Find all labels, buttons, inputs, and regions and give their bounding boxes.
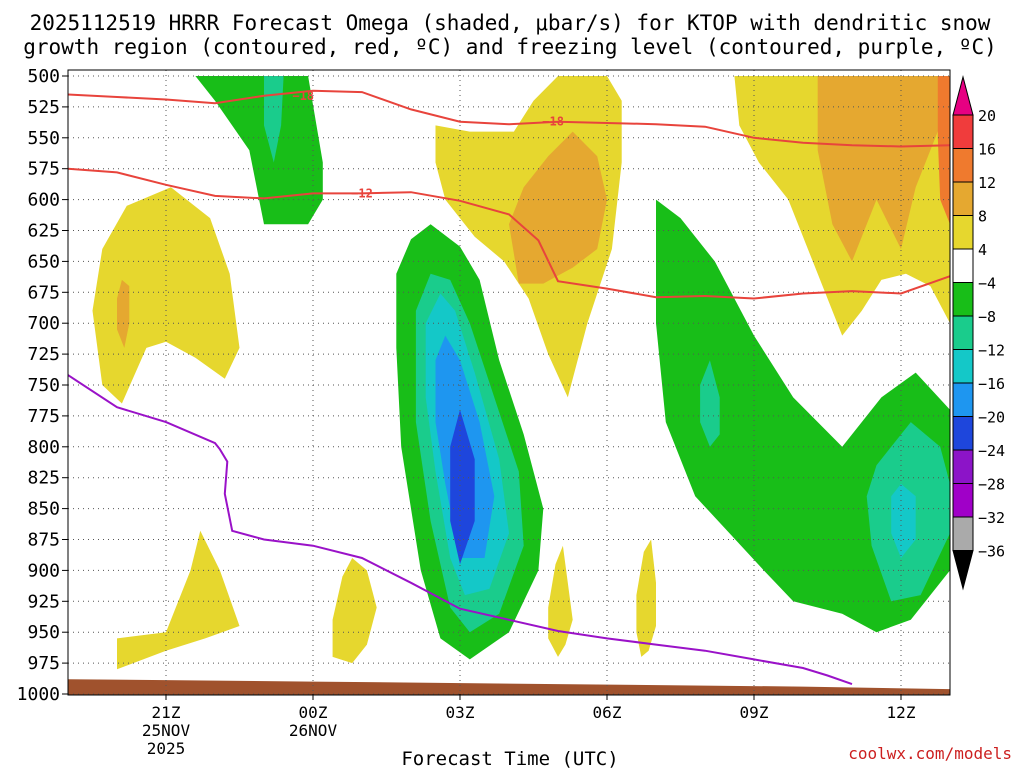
ascent-a-green: [195, 76, 323, 225]
ytick-label-525: 525: [27, 97, 60, 118]
ytick-label-600: 600: [27, 190, 60, 211]
colorbar-label-5: −4: [978, 275, 996, 293]
terrain-shading: [68, 679, 950, 695]
colorbar-swatch-1: [952, 114, 974, 149]
chart-title-line-1: 2025112519 HRRR Forecast Omega (shaded, …: [30, 11, 991, 35]
descent-orange-1: [117, 279, 130, 348]
colorbar-swatch-13: [952, 516, 974, 551]
ytick-label-775: 775: [27, 406, 60, 427]
x-axis-label: Forecast Time (UTC): [401, 748, 618, 768]
ytick-label-650: 650: [27, 251, 60, 272]
ytick-label-875: 875: [27, 530, 60, 551]
ytick-label-850: 850: [27, 499, 60, 520]
colorbar-swatch-4: [952, 215, 974, 250]
colorbar-swatch-8: [952, 349, 974, 384]
ytick-label-975: 975: [27, 653, 60, 674]
dgz-top-isotherm: [67, 89, 951, 148]
xtick-label-09Z: 09Z: [740, 703, 769, 722]
ytick-label-575: 575: [27, 159, 60, 180]
ascent-b-darkblue: [450, 409, 475, 565]
plot-frame: [67, 69, 951, 696]
ascent-c-teal-small: [700, 360, 720, 447]
colorbar-swatch-9: [952, 382, 974, 417]
colorbar-label-0: 20: [978, 107, 996, 125]
colorbar-label-7: −12: [978, 342, 1005, 360]
axis-ticks-layer: 500 525 550 575 600 625 650 675 700 725 750 775 800 8…: [17, 66, 916, 758]
ytick-label-625: 625: [27, 221, 60, 242]
ytick-label-1000: 1000: [17, 684, 60, 705]
xtick-date-00Z: 26NOV: [289, 721, 338, 740]
colorbar-label-2: 12: [978, 174, 996, 192]
colorbar-label-13: −36: [978, 543, 1005, 561]
xtick-date-21Z: 25NOV: [142, 721, 191, 740]
xtick-label-12Z: 12Z: [887, 703, 916, 722]
colorbar-swatch-5: [952, 248, 974, 283]
colorbar-swatch-2: [952, 148, 974, 183]
colorbar-label-3: 8: [978, 208, 987, 226]
colorbar-label-1: 16: [978, 141, 996, 159]
xtick-label-21Z: 21Z: [152, 703, 181, 722]
colorbar-label-10: −24: [978, 442, 1005, 460]
xtick-label-03Z: 03Z: [446, 703, 475, 722]
descent-yellow-5: [332, 558, 377, 664]
ytick-label-950: 950: [27, 622, 60, 643]
descent-orange-top: [937, 76, 950, 225]
ytick-label-550: 550: [27, 128, 60, 149]
dgz-lower-label: −12: [351, 186, 373, 200]
colorbar-swatch-11: [952, 449, 974, 484]
ytick-label-800: 800: [27, 437, 60, 458]
chart-title-line-2: growth region (contoured, red, ºC) and f…: [23, 35, 997, 59]
freezing-level-line: [67, 374, 853, 686]
dgz-upper-label-1: −18: [292, 89, 314, 103]
descent-yellow-7: [636, 539, 656, 657]
descent-orange-2: [509, 131, 607, 284]
colorbar-top-arrow: [952, 75, 974, 116]
colorbar-label-12: −32: [978, 509, 1005, 527]
colorbar-swatch-12: [952, 483, 974, 518]
xtick-label-00Z: 00Z: [299, 703, 328, 722]
colorbar-swatch-3: [952, 181, 974, 216]
xtick-year-21Z: 2025: [147, 739, 186, 758]
colorbar-swatch-10: [952, 416, 974, 451]
colorbar-bottom-arrow: [952, 550, 974, 591]
ytick-label-700: 700: [27, 313, 60, 334]
colorbar-label-11: −28: [978, 476, 1005, 494]
ytick-label-500: 500: [27, 66, 60, 87]
ytick-label-925: 925: [27, 591, 60, 612]
colorbar-label-8: −16: [978, 375, 1005, 393]
isotherm-layer: −18 −18 −12: [67, 89, 951, 686]
colorbar: 20 16 12 8 4 −4 −8 −12 −16 −20 −24 −28 −32 −36: [952, 75, 1005, 591]
descent-yellow-6: [548, 545, 573, 657]
ytick-label-825: 825: [27, 468, 60, 489]
ascent-a-teal: [264, 76, 284, 163]
colorbar-label-4: 4: [978, 241, 987, 259]
colorbar-label-9: −20: [978, 409, 1005, 427]
ytick-label-725: 725: [27, 344, 60, 365]
credit-text: coolwx.com/models: [848, 744, 1012, 763]
colorbar-label-6: −8: [978, 308, 996, 326]
dgz-bottom-isotherm: [67, 167, 951, 300]
ytick-label-750: 750: [27, 375, 60, 396]
colorbar-swatch-6: [952, 282, 974, 317]
grid-layer: [68, 70, 950, 695]
ytick-label-675: 675: [27, 282, 60, 303]
colorbar-swatch-7: [952, 315, 974, 350]
ascent-c-cyan: [891, 483, 916, 558]
ytick-label-900: 900: [27, 560, 60, 581]
descent-yellow-4: [117, 530, 240, 670]
xtick-label-06Z: 06Z: [593, 703, 622, 722]
dgz-upper-label-2: −18: [542, 115, 564, 129]
